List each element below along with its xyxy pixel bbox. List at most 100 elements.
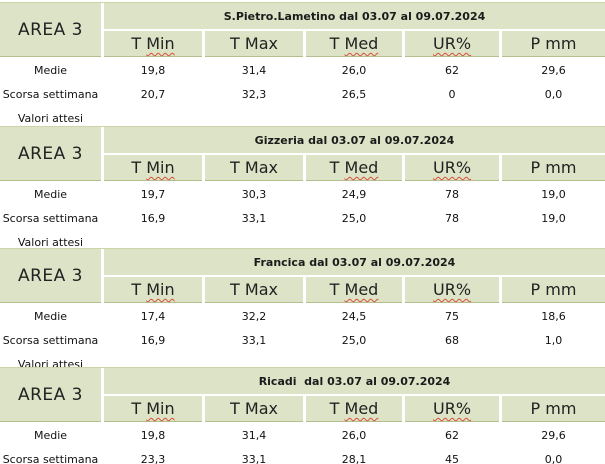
value-cell: 0 [448,87,456,101]
col-header-ur: UR% [405,396,499,422]
area-label: AREA 3 [17,384,84,405]
area-label-cell: AREA 3 [0,3,101,57]
value-cell: 33,1 [241,211,267,225]
table-ricadi: AREA 3 Ricadi dal 03.07 al 09.07.2024 T … [0,367,605,464]
value-cell: 62 [445,63,459,77]
value-cell: 32,2 [241,309,267,323]
col-header-word: Max [244,280,278,299]
col-header-tmin: T Min [104,31,202,57]
col-header-pmm: P mm [502,396,605,422]
col-header-prefix: T [329,399,345,418]
col-header-tmax: T Max [205,31,303,57]
col-header-tmin: T Min [104,277,202,303]
col-header-prefix: T [230,280,245,299]
col-header-pmm: P mm [502,277,605,303]
row-label-valori: Valori attesi [17,235,84,249]
col-header-tmin: T Min [104,396,202,422]
col-header-word: mm [545,399,577,418]
col-header-word: Med [344,158,379,177]
col-header-prefix: T [230,34,245,53]
value-cell: 26,0 [341,428,367,442]
value-cell: 45 [445,452,459,464]
row-label-scorsa: Scorsa settimana [2,211,99,225]
col-header-pmm: P mm [502,155,605,181]
col-header-word: UR% [432,158,472,177]
col-header-word: UR% [432,399,472,418]
col-header-prefix: T [329,158,345,177]
value-cell: 24,9 [341,187,367,201]
col-header-tmax: T Max [205,277,303,303]
col-header-word: Med [344,399,379,418]
col-header-prefix: T [329,34,345,53]
row-label-scorsa: Scorsa settimana [2,333,99,347]
area-label-cell: AREA 3 [0,368,101,422]
col-header-word: Min [146,280,175,299]
value-cell: 32,3 [241,87,267,101]
row-label-scorsa: Scorsa settimana [2,87,99,101]
area-label: AREA 3 [17,265,84,286]
col-header-pmm: P mm [502,31,605,57]
area-label: AREA 3 [17,19,84,40]
table-francica: AREA 3 Francica dal 03.07 al 09.07.2024 … [0,248,605,375]
row-label-medie: Medie [33,309,68,323]
col-header-prefix: T [230,399,245,418]
col-header-word: mm [545,280,577,299]
value-cell: 0,0 [544,452,563,464]
col-header-tmed: T Med [306,31,402,57]
value-cell: 78 [445,187,459,201]
table-spietro-lametino: AREA 3 S.Pietro.Lametino dal 03.07 al 09… [0,2,605,129]
col-header-word: mm [545,158,577,177]
col-header-word: mm [545,34,577,53]
col-header-tmed: T Med [306,155,402,181]
value-cell: 25,0 [341,211,367,225]
col-header-word: Med [344,34,379,53]
value-cell: 19,0 [541,211,566,225]
value-cell: 19,8 [140,428,166,442]
row-label-scorsa: Scorsa settimana [2,452,99,464]
value-cell: 78 [445,211,459,225]
row-label-medie: Medie [33,187,68,201]
value-cell: 28,1 [341,452,367,464]
value-cell: 33,1 [241,452,267,464]
col-header-prefix: P [530,34,546,53]
col-header-word: Max [244,34,278,53]
value-cell: 25,0 [341,333,367,347]
col-header-prefix: P [530,280,546,299]
row-label-medie: Medie [33,63,68,77]
col-header-tmax: T Max [205,396,303,422]
station-header: Francica dal 03.07 al 09.07.2024 [104,249,605,275]
station-header: Ricadi dal 03.07 al 09.07.2024 [104,368,605,394]
value-cell: 16,9 [140,333,166,347]
col-header-word: Max [244,399,278,418]
value-cell: 18,6 [541,309,566,323]
value-cell: 19,8 [140,63,166,77]
value-cell: 19,0 [541,187,566,201]
value-cell: 23,3 [140,452,166,464]
row-label-medie: Medie [33,428,68,442]
col-header-prefix: P [530,399,546,418]
col-header-prefix: T [131,158,147,177]
col-header-word: Min [146,34,175,53]
station-header: S.Pietro.Lametino dal 03.07 al 09.07.202… [104,3,605,29]
value-cell: 0,0 [544,87,563,101]
value-cell: 26,5 [341,87,367,101]
col-header-word: Med [344,280,379,299]
col-header-prefix: T [131,399,147,418]
value-cell: 29,6 [541,428,566,442]
col-header-word: Max [244,158,278,177]
station-header: Gizzeria dal 03.07 al 09.07.2024 [104,127,605,153]
col-header-ur: UR% [405,155,499,181]
col-header-tmin: T Min [104,155,202,181]
value-cell: 33,1 [241,333,267,347]
col-header-prefix: T [131,34,147,53]
col-header-word: Min [146,399,175,418]
area-label-cell: AREA 3 [0,249,101,303]
col-header-prefix: P [530,158,546,177]
col-header-prefix: T [131,280,147,299]
value-cell: 24,5 [341,309,367,323]
col-header-tmed: T Med [306,277,402,303]
value-cell: 29,6 [541,63,566,77]
row-label-valori: Valori attesi [17,111,84,125]
value-cell: 62 [445,428,459,442]
